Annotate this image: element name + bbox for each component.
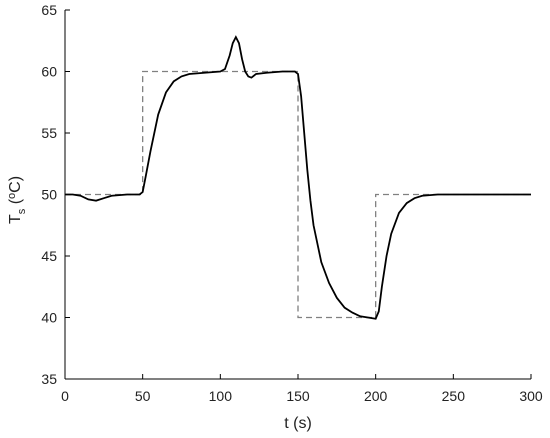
x-tick-label: 250 — [442, 388, 466, 404]
x-tick-label: 50 — [135, 388, 151, 404]
y-tick-label: 45 — [41, 248, 57, 264]
x-tick-label: 100 — [209, 388, 233, 404]
x-axis-label: t (s) — [284, 415, 312, 432]
y-tick-label: 65 — [41, 2, 57, 18]
x-tick-label: 200 — [364, 388, 388, 404]
y-tick-label: 35 — [41, 371, 57, 387]
y-tick-label: 55 — [41, 125, 57, 141]
y-label-sub: s — [16, 208, 28, 214]
y-label-part: T — [7, 214, 24, 224]
x-tick-label: 150 — [286, 388, 310, 404]
series-line — [65, 35, 531, 320]
y-label-sup: o — [6, 193, 18, 199]
y-tick-label: 50 — [41, 187, 57, 203]
y-tick-label: 60 — [41, 64, 57, 80]
y-axis-label: Ts (oC) — [6, 176, 28, 224]
y-label-part: ( — [7, 198, 24, 208]
series-line — [65, 70, 531, 319]
y-tick-label: 40 — [41, 310, 57, 326]
y-label-part: C) — [7, 176, 24, 193]
x-tick-label: 300 — [519, 388, 543, 404]
x-tick-label: 0 — [61, 388, 69, 404]
